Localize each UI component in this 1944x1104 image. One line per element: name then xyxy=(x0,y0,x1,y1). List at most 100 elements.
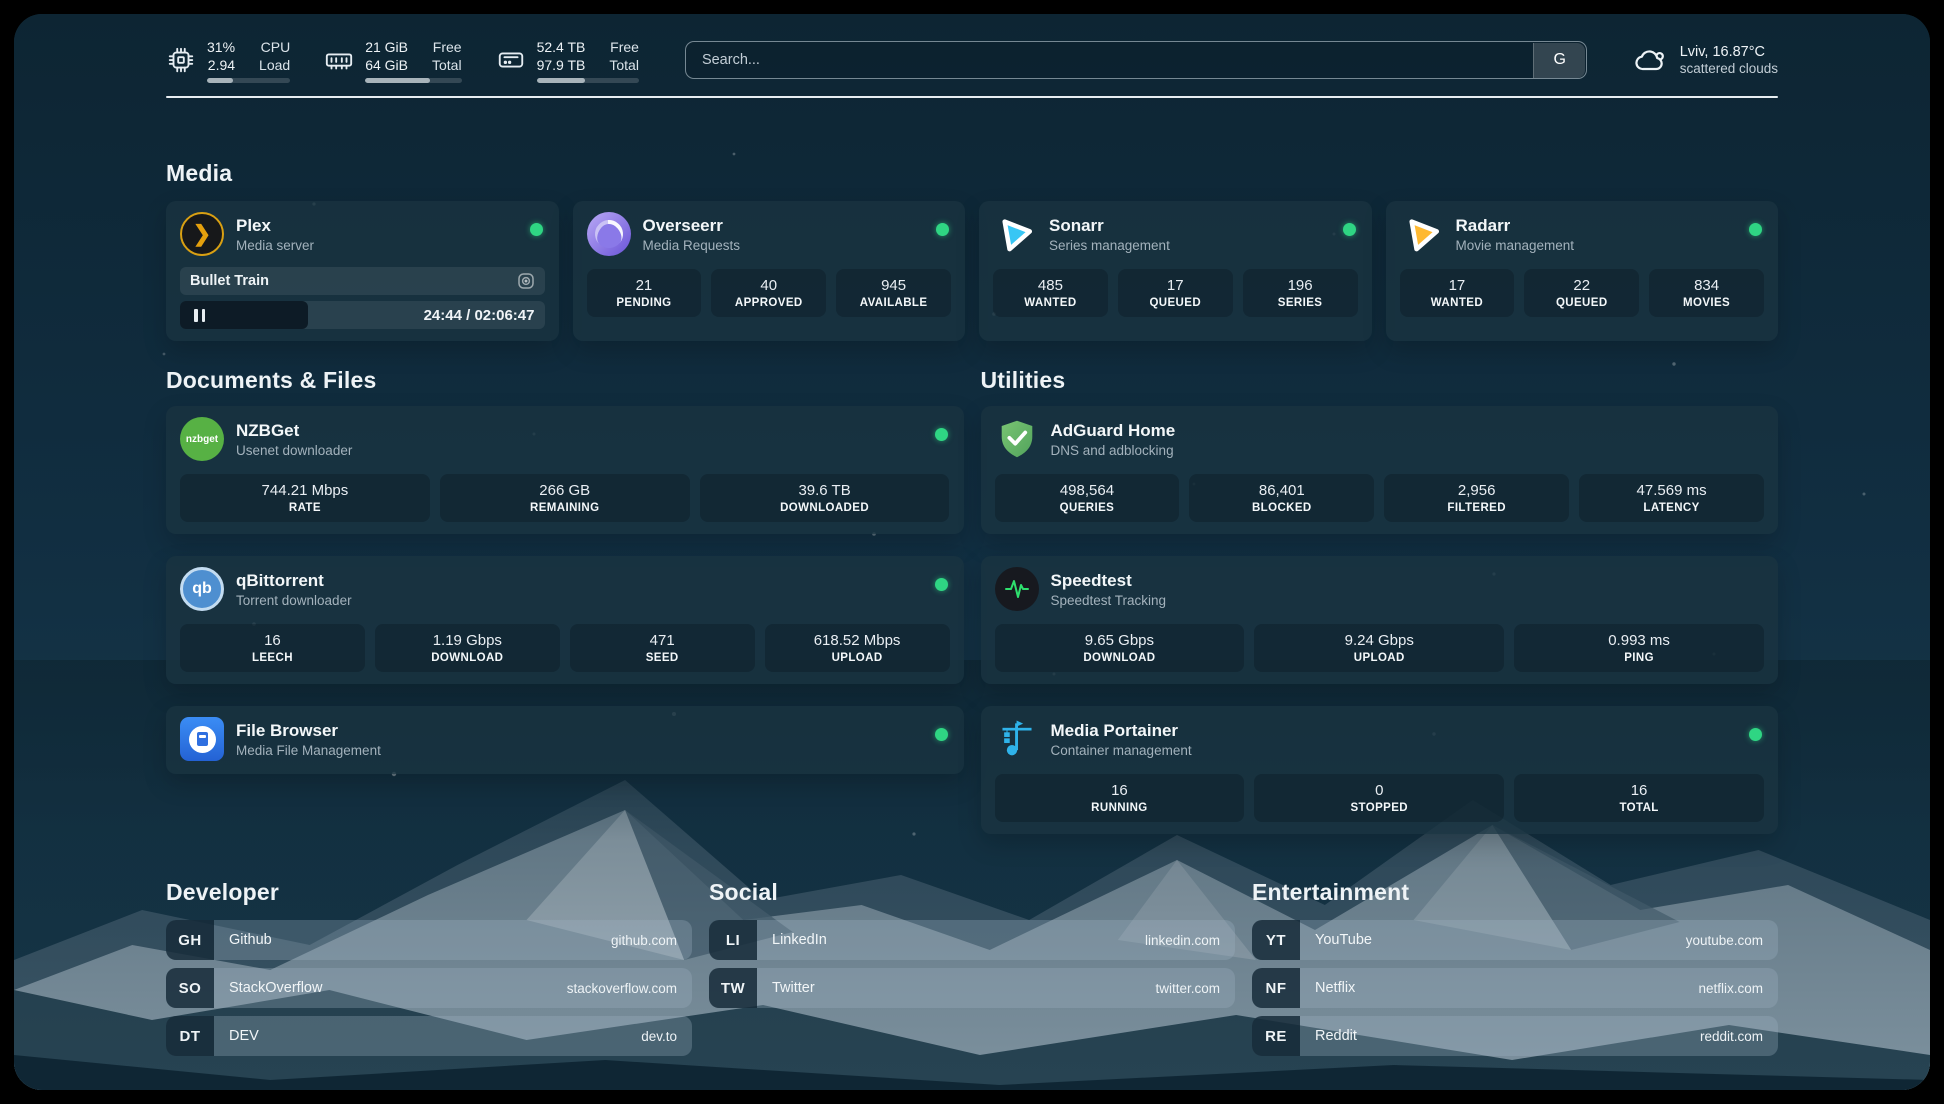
bookmark-name: LinkedIn xyxy=(772,932,827,948)
service-description: Container management xyxy=(1050,742,1192,758)
pause-button[interactable] xyxy=(180,301,308,329)
bookmark-group-developer: Developer GH Github github.com SO StackO… xyxy=(166,879,692,1064)
stat-box: 2,956 FILTERED xyxy=(1384,474,1570,522)
bookmark-group-entertainment: Entertainment YT YouTube youtube.com NF … xyxy=(1252,879,1778,1064)
stat-box: 9.65 Gbps DOWNLOAD xyxy=(994,624,1245,672)
service-description: Usenet downloader xyxy=(236,442,353,458)
cpu-percent: 31% xyxy=(207,38,236,55)
service-name: Sonarr xyxy=(1049,215,1104,235)
bookmark-name: StackOverflow xyxy=(229,980,323,996)
utilities-column: Utilities xyxy=(980,367,1778,834)
disk-label-top: Free xyxy=(610,38,639,55)
service-card-adguard[interactable]: AdGuard Home DNS and adblocking 498,564 … xyxy=(980,406,1778,534)
service-card-nzbget[interactable]: nzbget NZBGet Usenet downloader 744.21 M… xyxy=(166,406,964,534)
stat-box: 744.21 Mbps RATE xyxy=(180,474,430,522)
bookmark-domain: netflix.com xyxy=(1698,980,1763,996)
bookmark-domain: github.com xyxy=(610,932,677,948)
cpu-label-bottom: Load xyxy=(259,56,291,73)
section-title-entertainment: Entertainment xyxy=(1252,879,1410,905)
stat-box: 16 LEECH xyxy=(180,624,365,672)
portainer-icon xyxy=(1001,720,1032,756)
service-description: Speedtest Tracking xyxy=(1050,592,1167,608)
service-card-speedtest[interactable]: Speedtest Speedtest Tracking 9.65 Gbps D… xyxy=(980,556,1778,684)
service-card-radarr[interactable]: Radarr Movie management 17 WANTED 22 QUE… xyxy=(1385,201,1778,341)
service-card-sonarr[interactable]: Sonarr Series management 485 WANTED 17 Q… xyxy=(979,201,1372,341)
bookmark-abbr: LI xyxy=(709,920,757,960)
bookmark-youtube[interactable]: YT YouTube youtube.com xyxy=(1252,920,1778,960)
stat-box: 196 SERIES xyxy=(1242,269,1358,317)
stat-box: 21 PENDING xyxy=(586,269,702,317)
status-dot xyxy=(1749,223,1762,236)
bookmark-abbr: RE xyxy=(1252,1016,1300,1056)
memory-progress xyxy=(365,77,462,83)
service-description: Movie management xyxy=(1455,237,1575,253)
plex-icon: ❯ xyxy=(180,212,224,256)
sonarr-icon xyxy=(1002,219,1033,252)
service-card-plex[interactable]: ❯ Plex Media server Bullet Train xyxy=(166,201,559,341)
service-description: Media Requests xyxy=(642,237,741,253)
media-card-grid: ❯ Plex Media server Bullet Train xyxy=(166,201,1778,341)
cpu-label-top: CPU xyxy=(260,38,291,55)
service-card-filebrowser[interactable]: File Browser Media File Management xyxy=(166,706,964,774)
radarr-icon xyxy=(1408,219,1439,252)
bookmark-name: DEV xyxy=(229,1028,259,1044)
bookmark-name: Netflix xyxy=(1315,980,1356,996)
stat-box: 16 TOTAL xyxy=(1514,774,1764,822)
bookmark-domain: youtube.com xyxy=(1685,932,1763,948)
cpu-progress xyxy=(207,77,291,83)
stat-box: 498,564 QUERIES xyxy=(994,474,1180,522)
section-title-social: Social xyxy=(709,879,778,905)
search-input[interactable] xyxy=(684,41,1587,79)
status-dot xyxy=(934,428,948,441)
bookmark-abbr: GH xyxy=(166,920,214,960)
qbittorrent-icon: qb xyxy=(180,567,224,611)
stat-box: 9.24 Gbps UPLOAD xyxy=(1254,624,1505,672)
section-title-documents: Documents & Files xyxy=(166,367,377,393)
service-name: Radarr xyxy=(1455,215,1511,235)
status-dot xyxy=(1342,223,1356,236)
service-card-portainer[interactable]: Media Portainer Container management 16 … xyxy=(980,706,1778,834)
stat-box: 485 WANTED xyxy=(993,269,1108,317)
memory-widget: 21 GiB Free 64 GiB Total xyxy=(324,38,462,83)
media-disc-icon xyxy=(517,273,534,289)
status-dot xyxy=(936,223,949,236)
stat-box: 471 SEED xyxy=(569,624,755,672)
stat-box: 39.6 TB DOWNLOADED xyxy=(699,474,950,522)
bookmark-domain: linkedin.com xyxy=(1144,932,1220,948)
service-name: qBittorrent xyxy=(236,570,324,590)
bookmark-domain: stackoverflow.com xyxy=(566,980,677,996)
cpu-icon xyxy=(168,47,194,73)
service-description: DNS and adblocking xyxy=(1050,442,1174,458)
service-card-qbittorrent[interactable]: qb qBittorrent Torrent downloader 16 LEE… xyxy=(166,556,964,684)
cloud-icon xyxy=(1635,50,1664,71)
bookmark-github[interactable]: GH Github github.com xyxy=(166,920,692,960)
dashboard-window: 31% CPU 2.94 Load xyxy=(14,14,1930,1090)
stat-box: 22 QUEUED xyxy=(1524,269,1640,317)
bookmark-netflix[interactable]: NF Netflix netflix.com xyxy=(1252,968,1778,1008)
bookmark-twitter[interactable]: TW Twitter twitter.com xyxy=(709,968,1235,1008)
bookmark-linkedin[interactable]: LI LinkedIn linkedin.com xyxy=(709,920,1235,960)
bookmark-reddit[interactable]: RE Reddit reddit.com xyxy=(1252,1016,1778,1056)
search-bar: G xyxy=(684,41,1587,79)
search-provider-button[interactable]: G xyxy=(1533,42,1586,78)
stat-box: 17 QUEUED xyxy=(1117,269,1233,317)
resource-widgets: 31% CPU 2.94 Load xyxy=(166,38,639,83)
topbar-divider xyxy=(166,96,1778,98)
weather-condition: scattered clouds xyxy=(1679,61,1778,76)
adguard-icon xyxy=(1001,420,1032,458)
bookmark-name: Github xyxy=(229,932,272,948)
service-description: Torrent downloader xyxy=(236,592,352,608)
memory-total: 64 GiB xyxy=(365,56,408,73)
playback-time: 24:44 / 02:06:47 xyxy=(423,306,535,324)
bookmark-dev[interactable]: DT DEV dev.to xyxy=(166,1016,692,1056)
service-name: File Browser xyxy=(236,720,339,740)
service-card-overseerr[interactable]: Overseerr Media Requests 21 PENDING 40 A… xyxy=(572,201,965,341)
player-progress-row: 24:44 / 02:06:47 xyxy=(180,301,545,329)
status-dot xyxy=(934,578,948,591)
now-playing-row: Bullet Train xyxy=(180,267,545,295)
stat-box: 0.993 ms PING xyxy=(1514,624,1764,672)
stat-box: 945 AVAILABLE xyxy=(836,269,951,317)
pause-icon xyxy=(194,308,198,322)
bookmark-stackoverflow[interactable]: SO StackOverflow stackoverflow.com xyxy=(166,968,692,1008)
disk-free: 52.4 TB xyxy=(536,38,586,55)
